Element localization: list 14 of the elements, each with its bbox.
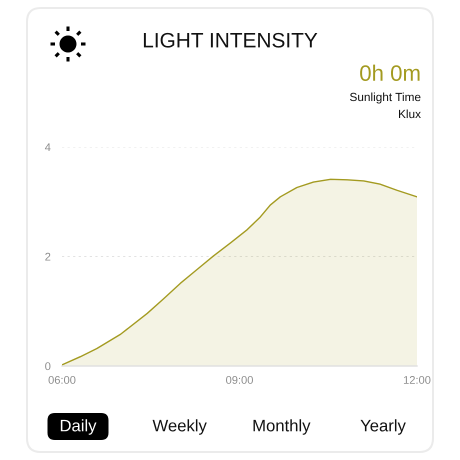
text: Yearly [360, 419, 406, 435]
y-axis-title: Klux [399, 109, 421, 118]
x-tick-label: 12:00 [404, 376, 430, 384]
chart-title: LIGHT INTENSITY [144, 32, 318, 48]
y-tick-label: 0 [45, 362, 50, 370]
y-tick-label: 2 [45, 252, 50, 261]
text: 0h 0m [360, 64, 420, 81]
text: Daily [60, 419, 96, 435]
text: Sunlight Time [350, 92, 420, 104]
x-tick-label: 06:00 [48, 376, 76, 384]
text: Weekly [152, 419, 207, 435]
x-tick-label: 09:00 [226, 376, 253, 384]
y-tick-label: 4 [44, 143, 51, 152]
text: Monthly [254, 419, 310, 435]
